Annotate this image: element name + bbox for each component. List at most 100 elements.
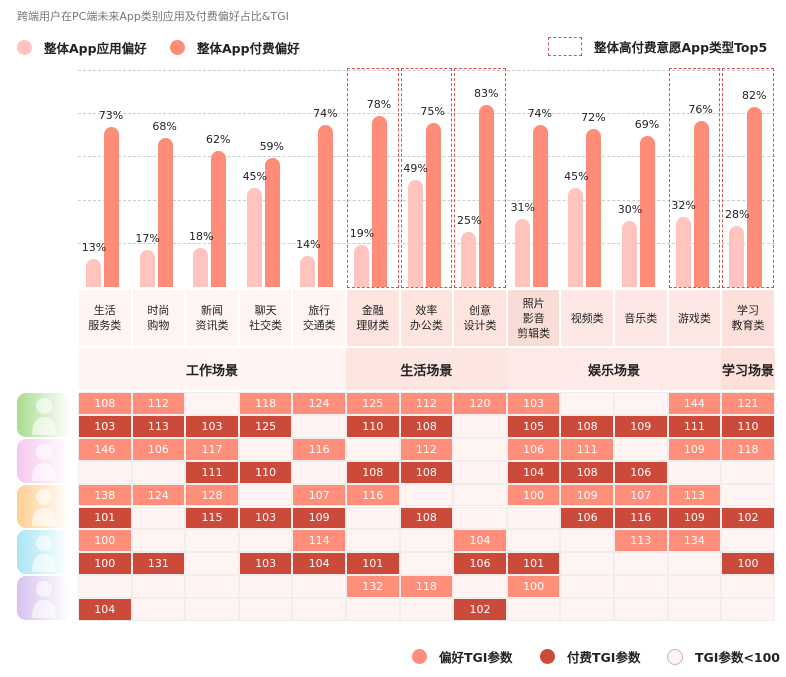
tgi-cell-pay: 116 bbox=[614, 506, 668, 530]
tgi-cell-pref: 120 bbox=[453, 392, 507, 415]
tgi-cell-empty bbox=[292, 598, 346, 621]
tgi-cell-pay: 103 bbox=[238, 506, 293, 530]
tgi-cell-pref: 114 bbox=[292, 529, 346, 553]
tgi-cell-pref: 100 bbox=[506, 483, 561, 507]
legend-pref-tgi: 偏好TGI参数 bbox=[412, 647, 512, 666]
tgi-cell-pay: 109 bbox=[292, 506, 346, 530]
gridline bbox=[78, 70, 775, 71]
tgi-cell-pref: 111 bbox=[560, 437, 614, 461]
bar-use bbox=[246, 188, 262, 287]
tgi-cell-pay: 103 bbox=[78, 414, 132, 438]
tgi-cell-pref: 146 bbox=[78, 437, 132, 461]
tgi-cell-pay: 106 bbox=[453, 552, 507, 576]
tgi-cell-empty bbox=[346, 598, 400, 621]
bar-pay bbox=[479, 105, 495, 287]
tgi-cell-pref: 124 bbox=[292, 392, 346, 415]
bar-pay bbox=[747, 107, 763, 287]
tgi-cell-pref: 144 bbox=[667, 392, 722, 415]
category-label: 旅行 交通类 bbox=[293, 290, 345, 346]
bar-use bbox=[300, 256, 316, 287]
tgi-cell-empty bbox=[346, 506, 400, 530]
tgi-cell-pref: 109 bbox=[667, 437, 722, 461]
legend-low-tgi: TGI参数<100 bbox=[667, 647, 780, 666]
tgi-cell-pref: 108 bbox=[78, 392, 132, 415]
legend-pay-tgi: 付费TGI参数 bbox=[540, 647, 640, 666]
bar-pay bbox=[372, 116, 387, 287]
tgi-cell-pref: 107 bbox=[292, 483, 346, 507]
tgi-cell-empty bbox=[506, 598, 561, 621]
bar-pay-label: 72% bbox=[581, 111, 606, 125]
tgi-cell-empty bbox=[131, 529, 186, 553]
tgi-cell-empty bbox=[721, 529, 775, 553]
legend-low-swatch bbox=[667, 648, 683, 665]
legend-low-label: TGI参数<100 bbox=[695, 650, 781, 665]
bar-pay-label: 62% bbox=[205, 133, 231, 147]
tgi-cell-empty bbox=[399, 529, 454, 553]
legend-top5-label: 整体高付费意愿App类型Top5 bbox=[594, 40, 768, 55]
tgi-cell-empty bbox=[185, 575, 239, 599]
bar-use-label: 45% bbox=[564, 170, 589, 184]
tgi-cell-empty bbox=[667, 598, 722, 621]
category-label: 时尚 购物 bbox=[132, 290, 185, 346]
tgi-cell-pay: 100 bbox=[721, 552, 775, 576]
tgi-cell-pref: 118 bbox=[399, 575, 454, 599]
tgi-cell-pay: 104 bbox=[78, 598, 132, 621]
bar-use-label: 28% bbox=[724, 207, 750, 221]
tgi-cell-pay: 104 bbox=[292, 552, 346, 576]
bar-use bbox=[354, 245, 369, 287]
bar-use bbox=[675, 216, 691, 287]
category-label: 生活 服务类 bbox=[79, 290, 131, 346]
tgi-cell-empty bbox=[399, 598, 454, 621]
tgi-cell-empty bbox=[506, 506, 561, 530]
bar-pay-label: 82% bbox=[741, 89, 767, 103]
bar-use-label: 45% bbox=[242, 170, 268, 184]
tgi-cell-pref: 117 bbox=[185, 437, 239, 461]
bar-pay bbox=[532, 124, 548, 287]
tgi-cell-pay: 125 bbox=[238, 414, 293, 438]
tgi-cell-empty bbox=[78, 575, 132, 599]
tgi-cell-empty bbox=[721, 598, 775, 621]
tgi-cell-empty bbox=[131, 460, 186, 484]
top5-highlight-box bbox=[347, 68, 399, 288]
bar-use bbox=[622, 221, 637, 287]
scene-label: 学习场景 bbox=[721, 348, 775, 390]
scene-label: 娱乐场景 bbox=[506, 348, 722, 390]
category-label: 效率 办公类 bbox=[400, 290, 453, 346]
tgi-cell-pay: 110 bbox=[721, 414, 775, 438]
tgi-cell-pay: 106 bbox=[614, 460, 668, 484]
bar-use-label: 30% bbox=[617, 203, 643, 217]
tgi-cell-empty bbox=[453, 483, 507, 507]
tgi-cell-empty bbox=[131, 575, 186, 599]
tgi-cell-empty bbox=[238, 575, 293, 599]
gridline bbox=[78, 113, 775, 114]
legend-top5: 整体高付费意愿App类型Top5 bbox=[548, 37, 767, 56]
tgi-cell-empty bbox=[238, 529, 293, 553]
tgi-cell-pref: 103 bbox=[506, 392, 561, 415]
bar-pay bbox=[264, 157, 280, 287]
bar-use bbox=[514, 219, 530, 287]
legend-use-label: 整体App应用偏好 bbox=[44, 41, 147, 56]
tgi-cell-empty bbox=[667, 460, 722, 484]
tgi-cell-pay: 108 bbox=[560, 414, 614, 438]
tgi-cell-pay: 101 bbox=[346, 552, 400, 576]
tgi-cell-pay: 101 bbox=[506, 552, 561, 576]
tgi-cell-pref: 100 bbox=[78, 529, 132, 553]
tgi-cell-empty bbox=[238, 437, 293, 461]
tgi-cell-empty bbox=[453, 437, 507, 461]
tgi-cell-pay: 106 bbox=[560, 506, 614, 530]
bar-pay-label: 83% bbox=[473, 87, 499, 101]
tgi-cell-empty bbox=[614, 437, 668, 461]
category-label: 游戏类 bbox=[668, 290, 721, 346]
tgi-cell-pay: 109 bbox=[614, 414, 668, 438]
tgi-cell-pay: 109 bbox=[667, 506, 722, 530]
tgi-cell-pref: 132 bbox=[346, 575, 400, 599]
bar-use-label: 14% bbox=[296, 238, 321, 252]
tgi-cell-pref: 112 bbox=[399, 392, 454, 415]
tgi-cell-pay: 111 bbox=[185, 460, 239, 484]
tgi-cell-pref: 100 bbox=[506, 575, 561, 599]
tgi-cell-empty bbox=[506, 529, 561, 553]
bar-pay bbox=[425, 122, 441, 287]
tgi-cell-pay: 110 bbox=[238, 460, 293, 484]
tgi-cell-empty bbox=[185, 392, 239, 415]
tgi-cell-empty bbox=[721, 460, 775, 484]
